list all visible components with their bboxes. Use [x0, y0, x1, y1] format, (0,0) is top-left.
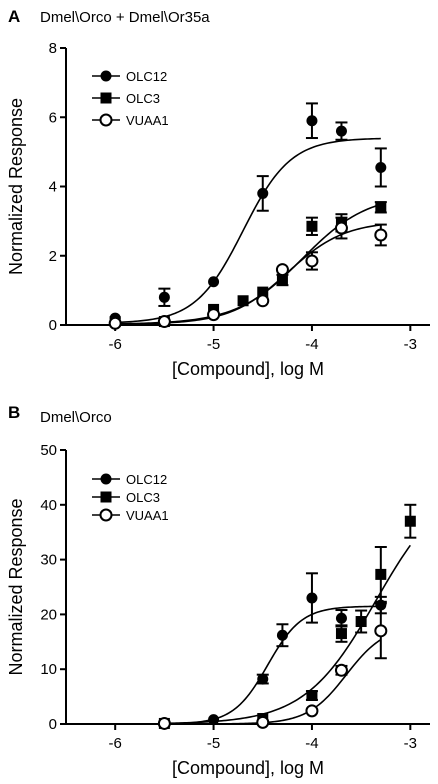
series-olc3 — [158, 503, 417, 729]
data-point — [374, 624, 388, 638]
x-tick-label: -4 — [305, 336, 318, 353]
y-tick-label: 20 — [40, 606, 57, 623]
chart-title: Dmel\Orco + Dmel\Or35a — [40, 9, 210, 26]
data-point — [334, 221, 348, 235]
data-point — [208, 714, 220, 726]
legend-marker — [99, 113, 113, 127]
legend: OLC12 OLC3 VUAA1 — [92, 69, 169, 128]
y-tick-label: 4 — [49, 179, 57, 196]
legend-label: OLC12 — [126, 472, 167, 487]
data-point — [335, 125, 347, 137]
panel-label: B — [8, 403, 20, 422]
data-point — [276, 629, 288, 641]
data-point — [334, 663, 348, 677]
data-point — [256, 294, 270, 308]
data-point — [256, 715, 270, 729]
legend-label: OLC12 — [126, 69, 167, 84]
data-point — [108, 316, 122, 330]
legend-label: VUAA1 — [126, 113, 169, 128]
y-tick-label: 30 — [40, 552, 57, 569]
data-point — [207, 308, 221, 322]
data-point — [257, 187, 269, 199]
chart-panel-b: B Dmel\Orco 0 10 20 30 40 50 -6 -5 -4 -3 [Compound],… — [0, 392, 438, 784]
series-vuaa1 — [157, 602, 388, 730]
legend-label: OLC3 — [126, 490, 160, 505]
data-point — [374, 228, 388, 242]
x-tick-label: -6 — [109, 336, 122, 353]
legend-marker — [99, 508, 113, 522]
legend-label: VUAA1 — [126, 508, 169, 523]
legend-marker — [100, 473, 112, 485]
chart-a-svg: A Dmel\Orco + Dmel\Or35a 0 2 4 6 8 -6 -5 -4 -3 [Com… — [6, 7, 430, 379]
y-axis-label: Normalized Response — [6, 498, 26, 675]
data-point — [335, 612, 347, 624]
data-point — [257, 673, 269, 685]
data-point — [305, 254, 319, 268]
panel-label: A — [8, 7, 20, 26]
y-tick-label: 6 — [49, 109, 57, 126]
x-tick-label: -5 — [207, 735, 220, 752]
data-point — [375, 201, 387, 213]
y-tick-label: 50 — [40, 442, 57, 459]
data-point — [276, 274, 288, 286]
data-point — [355, 616, 367, 628]
data-point — [335, 628, 347, 640]
data-point — [404, 515, 416, 527]
x-tick-label: -3 — [404, 336, 417, 353]
y-tick-label: 0 — [49, 716, 57, 733]
y-tick-label: 0 — [49, 317, 57, 334]
x-axis-label: [Compound], log M — [172, 359, 324, 379]
data-point — [306, 690, 318, 702]
x-tick-label: -5 — [207, 336, 220, 353]
y-tick-label: 10 — [40, 661, 57, 678]
legend-marker — [100, 92, 112, 104]
data-point — [375, 568, 387, 580]
data-point — [158, 291, 170, 303]
data-point — [157, 716, 171, 730]
chart-title: Dmel\Orco — [40, 409, 112, 426]
fit-curve-olc12 — [164, 605, 381, 724]
data-point — [375, 161, 387, 173]
legend-label: OLC3 — [126, 91, 160, 106]
fit-curve-olc3 — [164, 544, 411, 724]
series-vuaa1 — [108, 216, 388, 330]
chart-panel-a: A Dmel\Orco + Dmel\Or35a 0 2 4 6 8 -6 -5 -4 -3 [Com… — [6, 7, 430, 379]
y-tick-label: 2 — [49, 248, 57, 265]
x-axis-label: [Compound], log M — [172, 758, 324, 778]
y-tick-label: 40 — [40, 497, 57, 514]
data-point — [208, 276, 220, 288]
x-tick-label: -6 — [109, 735, 122, 752]
legend-marker — [100, 491, 112, 503]
legend-marker — [100, 70, 112, 82]
y-tick-label: 8 — [49, 40, 57, 57]
data-point — [257, 286, 269, 298]
x-tick-label: -3 — [404, 735, 417, 752]
data-point — [305, 704, 319, 718]
fit-curve-vuaa1 — [164, 639, 382, 724]
series-olc12 — [109, 102, 387, 324]
x-tick-label: -4 — [305, 735, 318, 752]
data-point — [275, 263, 289, 277]
series-olc12 — [158, 572, 387, 729]
fit-curve-vuaa1 — [115, 224, 381, 325]
data-point — [306, 220, 318, 232]
data-point — [157, 315, 171, 329]
y-axis-label: Normalized Response — [6, 98, 26, 275]
chart-b-svg: B Dmel\Orco 0 10 20 30 40 50 -6 -5 -4 -3 [Compound],… — [6, 403, 430, 778]
legend: OLC12 OLC3 VUAA1 — [92, 472, 169, 523]
data-point — [306, 592, 318, 604]
data-point — [306, 115, 318, 127]
data-point — [237, 295, 249, 307]
